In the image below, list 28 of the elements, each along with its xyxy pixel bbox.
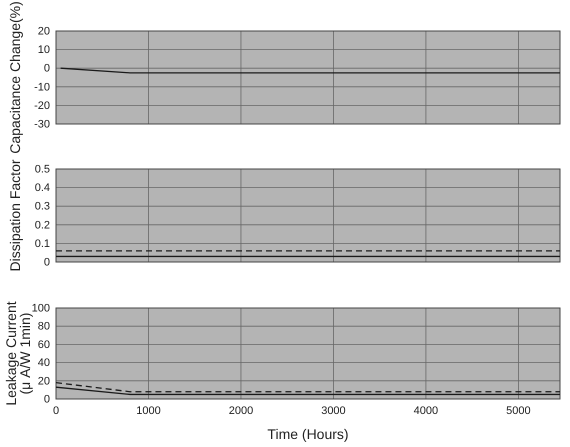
y-tick-label: 0.2 xyxy=(34,219,50,232)
y-tick-label: 60 xyxy=(38,338,50,351)
x-tick-label: 3000 xyxy=(321,404,346,417)
y-tick-label: 20 xyxy=(38,26,50,38)
y-tick-label: 0.3 xyxy=(34,200,50,213)
x-tick-label: 4000 xyxy=(414,404,438,417)
y-tick-label: 20 xyxy=(38,375,50,388)
y-tick-label: 0 xyxy=(44,256,50,269)
y-tick-label: 0.4 xyxy=(34,182,50,194)
y-tick-label: 0.5 xyxy=(34,164,50,176)
y-tick-label: 0.1 xyxy=(34,238,50,250)
y-tick-label: 100 xyxy=(32,302,50,315)
y-tick-label: 80 xyxy=(38,320,50,333)
x-tick-label: 0 xyxy=(52,404,60,417)
y-axis-title: Capacitance Change(%) xyxy=(7,1,23,154)
y-tick-label: 40 xyxy=(38,357,50,370)
y-axis-title: Dissipation Factor xyxy=(7,159,23,272)
x-axis-title: Time (Hours) xyxy=(267,426,349,442)
x-tick-label: 5000 xyxy=(506,404,531,417)
x-tick-label: 1000 xyxy=(136,404,161,417)
y-tick-label: -30 xyxy=(34,118,50,131)
y-tick-label: 10 xyxy=(38,44,50,56)
y-axis-title: Leakage Current (μ A/W 1min) xyxy=(3,301,33,406)
y-tick-label: -10 xyxy=(34,81,50,94)
y-tick-label: -20 xyxy=(34,100,50,112)
y-tick-label: 0 xyxy=(44,62,50,75)
x-tick-label: 2000 xyxy=(228,404,254,417)
y-tick-label: 0 xyxy=(44,394,50,406)
